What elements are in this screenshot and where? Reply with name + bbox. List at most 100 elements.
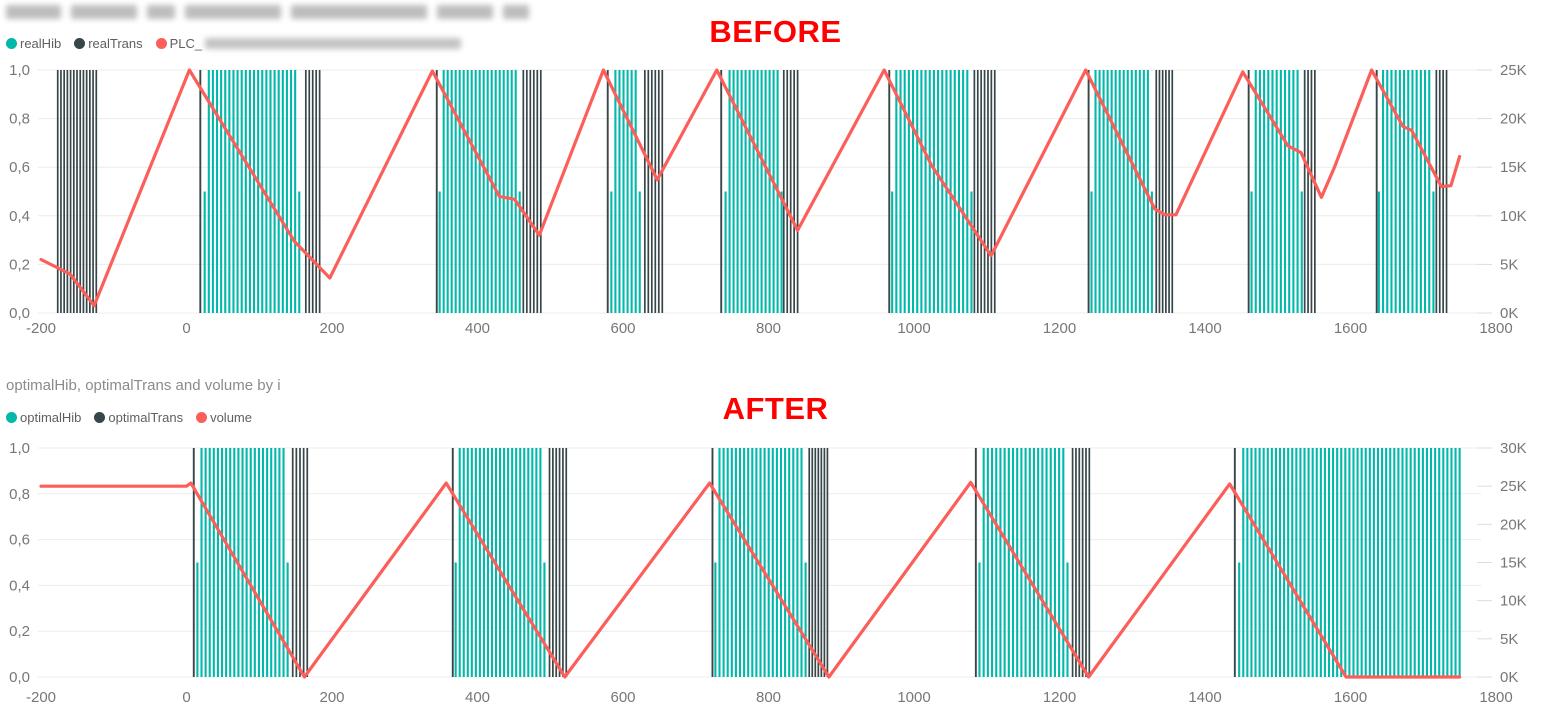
PLC_(redacted)-line[interactable]: [39, 68, 1462, 308]
bar: [1360, 448, 1363, 677]
legend-item-PLC[interactable]: PLC_: [155, 36, 462, 51]
bar: [1110, 70, 1113, 313]
bar: [1081, 448, 1084, 677]
bar: [66, 70, 69, 313]
axis-tick-label: 0,2: [9, 256, 30, 273]
bar: [192, 448, 195, 677]
bar: [1454, 448, 1457, 677]
axis-tick-label: 5K: [1500, 256, 1518, 273]
bar: [726, 448, 729, 677]
bar: [72, 70, 75, 313]
bar: [817, 448, 820, 677]
bar: [245, 448, 248, 677]
bar: [1389, 448, 1392, 677]
bar: [274, 448, 277, 677]
bar: [1386, 70, 1389, 313]
bar: [79, 70, 82, 313]
bar: [253, 448, 256, 677]
bar: [1411, 70, 1414, 313]
bar: [618, 70, 621, 313]
bar: [736, 70, 739, 313]
axis-tick-label: 1800: [1479, 320, 1512, 337]
axis-tick-label: 800: [756, 320, 781, 337]
bar: [744, 70, 747, 313]
legend-item-realTrans[interactable]: realTrans: [74, 36, 143, 51]
bar: [920, 70, 923, 313]
realHib-bars[interactable]: [203, 70, 1435, 313]
bar: [196, 562, 199, 677]
bar: [1287, 448, 1290, 677]
bar: [1126, 70, 1129, 313]
bar: [236, 70, 239, 313]
bar: [1288, 70, 1291, 313]
bar: [1300, 191, 1303, 313]
legend-item-optimalHib[interactable]: optimalHib: [6, 410, 81, 425]
bar: [458, 448, 461, 677]
legend-item-optimalTrans[interactable]: optimalTrans: [94, 410, 183, 425]
bar: [820, 448, 823, 677]
axis-tick-label: 1200: [1043, 320, 1076, 337]
bar: [315, 70, 318, 313]
bar: [529, 70, 532, 313]
optimalHib-bars[interactable]: [196, 448, 1461, 677]
redacted-text-blob: [503, 5, 529, 19]
bar: [478, 70, 481, 313]
bar: [225, 448, 228, 677]
bar: [1421, 448, 1424, 677]
bar: [248, 70, 251, 313]
axis-tick-label: 0,4: [9, 208, 30, 225]
bar: [535, 448, 538, 677]
chart-after: 1,0 0,8 0,6 0,4 0,2 0,0 30K 25K 20K 15K 10K 5K 0K -20…: [9, 440, 1527, 706]
axis-tick-label: 600: [610, 689, 635, 706]
bar: [462, 448, 465, 677]
bar: [266, 448, 269, 677]
bar: [1090, 191, 1093, 313]
bar: [643, 70, 646, 313]
bar: [1032, 448, 1036, 677]
bar: [536, 70, 539, 313]
bar: [220, 448, 224, 677]
axis-tick-label: 0: [182, 689, 190, 706]
bar: [499, 448, 502, 677]
bar: [318, 70, 321, 313]
bar: [1058, 448, 1061, 677]
bar: [1267, 70, 1270, 313]
legend-item-volume[interactable]: volume: [196, 410, 252, 425]
bar: [718, 448, 721, 677]
bar: [1049, 448, 1052, 677]
bar: [610, 191, 613, 313]
bar: [1376, 448, 1380, 677]
bar: [784, 448, 787, 677]
bar: [1375, 70, 1378, 313]
bar: [1401, 448, 1404, 677]
bar: [1028, 448, 1031, 677]
axis-tick-label: 0K: [1500, 669, 1518, 686]
legend-item-realHib[interactable]: realHib: [6, 36, 61, 51]
bar: [1415, 70, 1418, 313]
bar: [1246, 448, 1249, 677]
bar: [1430, 448, 1433, 677]
bar: [555, 448, 558, 677]
volume-line[interactable]: [39, 480, 1462, 679]
bar: [510, 70, 513, 313]
bar: [1303, 448, 1306, 677]
legend-dot-teal: [6, 38, 17, 49]
bar: [532, 70, 535, 313]
legend-dot-teal: [6, 412, 17, 423]
bar: [1122, 70, 1125, 313]
bar: [743, 448, 746, 677]
bar: [490, 448, 494, 677]
bar: [814, 448, 817, 677]
realTrans-bars[interactable]: [56, 70, 1448, 313]
bar: [728, 70, 731, 313]
redacted-text-blob: [437, 5, 493, 19]
bar: [767, 448, 770, 677]
bar: [232, 70, 235, 313]
bar: [970, 191, 973, 313]
bar: [980, 70, 983, 313]
axis-tick-label: 1000: [897, 320, 930, 337]
optimalTrans-bars[interactable]: [192, 448, 1236, 677]
bar: [1364, 448, 1367, 677]
